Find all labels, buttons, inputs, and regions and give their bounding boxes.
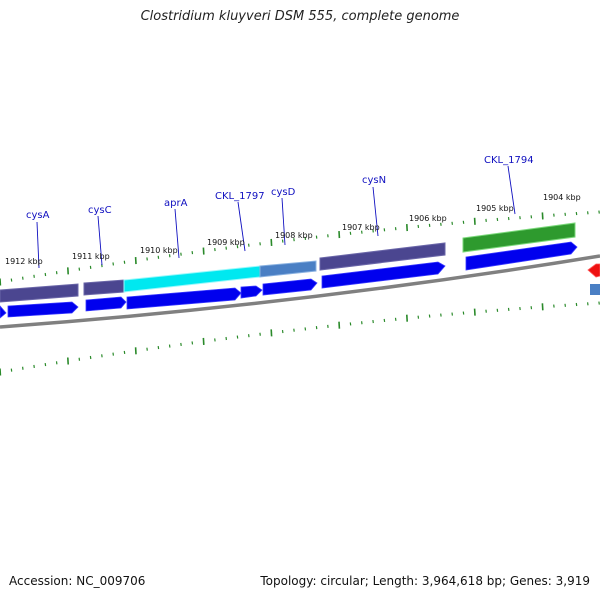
marker-red[interactable]: [587, 263, 600, 278]
gene-labels: cysA cysC aprA CKL_1797 cysD cysN CKL_17…: [26, 155, 534, 221]
cds-arrow-2[interactable]: [7, 301, 79, 318]
gene-label-apra[interactable]: aprA: [164, 198, 188, 209]
kbp-label-1907: 1907 kbp: [342, 223, 380, 232]
genome-summary-label: Topology: circular; Length: 3,964,618 bp…: [260, 574, 590, 588]
kbp-label-1910: 1910 kbp: [140, 246, 178, 255]
gene-label-cysd[interactable]: cysD: [271, 187, 296, 198]
cds-arrow-track: [0, 241, 578, 319]
gene-feature-cysn[interactable]: [319, 242, 446, 271]
gene-label-ckl-1797[interactable]: CKL_1797: [215, 191, 265, 202]
inner-tick-track: [0, 301, 600, 376]
gene-label-cysc[interactable]: cysC: [88, 205, 112, 216]
gene-label-cysa[interactable]: cysA: [26, 210, 50, 221]
kbp-label-1912: 1912 kbp: [5, 257, 43, 266]
kbp-label-1908: 1908 kbp: [275, 231, 313, 240]
gene-feature-track: [0, 222, 576, 303]
gene-leader-lines: [36, 165, 516, 269]
genome-backbone: [0, 254, 600, 329]
cds-arrow-7[interactable]: [321, 261, 446, 289]
gene-feature-cysc[interactable]: [83, 279, 125, 296]
cds-arrow-4[interactable]: [126, 287, 242, 310]
kbp-label-1911: 1911 kbp: [72, 252, 110, 261]
kbp-label-1906: 1906 kbp: [409, 214, 447, 223]
kbp-label-1904: 1904 kbp: [543, 193, 581, 202]
gene-label-ckl-1794[interactable]: CKL_1794: [484, 155, 534, 166]
kbp-label-1909: 1909 kbp: [207, 238, 245, 247]
gene-label-cysn[interactable]: cysN: [362, 175, 386, 186]
gene-feature-ckl-1794[interactable]: [462, 222, 576, 253]
outer-tick-track: [0, 210, 600, 286]
kbp-label-1905: 1905 kbp: [476, 204, 514, 213]
gene-feature-edge[interactable]: [590, 284, 600, 295]
cds-arrow-6[interactable]: [262, 278, 318, 296]
gene-feature-apra[interactable]: [123, 265, 261, 293]
gene-feature-ckl-1797[interactable]: [259, 260, 317, 278]
cds-arrow-5[interactable]: [240, 285, 263, 299]
cds-arrow-3[interactable]: [85, 296, 127, 312]
gene-feature-cysa[interactable]: [0, 283, 79, 303]
cds-arrow-8[interactable]: [465, 241, 578, 271]
cds-arrow-1[interactable]: [0, 305, 7, 319]
accession-label: Accession: NC_009706: [9, 574, 146, 588]
map-title: Clostridium kluyveri DSM 555, complete g…: [140, 9, 460, 24]
kbp-labels: 1912 kbp 1911 kbp 1910 kbp 1909 kbp 1908…: [5, 193, 581, 266]
